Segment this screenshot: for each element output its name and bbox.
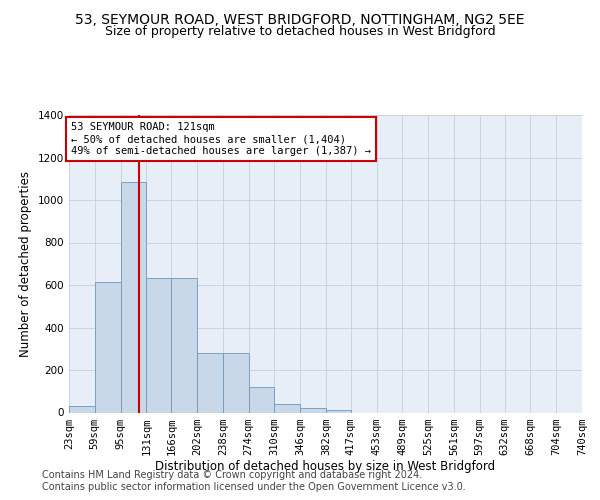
Bar (95, 282, 121, 412)
Bar (300, 408, 326, 412)
Bar (326, 410, 351, 412)
Bar (248, 387, 274, 412)
Bar (69, 406, 95, 412)
Text: Contains HM Land Registry data © Crown copyright and database right 2024.: Contains HM Land Registry data © Crown c… (42, 470, 422, 480)
Bar (223, 354, 248, 412)
Bar (172, 278, 197, 412)
Bar (274, 404, 300, 412)
Text: Contains public sector information licensed under the Open Government Licence v3: Contains public sector information licen… (42, 482, 466, 492)
X-axis label: Distribution of detached houses by size in West Bridgford: Distribution of detached houses by size … (155, 460, 496, 473)
Y-axis label: Number of detached properties: Number of detached properties (19, 171, 32, 357)
Bar (146, 278, 172, 412)
Text: 53 SEYMOUR ROAD: 121sqm
← 50% of detached houses are smaller (1,404)
49% of semi: 53 SEYMOUR ROAD: 121sqm ← 50% of detache… (71, 122, 371, 156)
Text: Size of property relative to detached houses in West Bridgford: Size of property relative to detached ho… (104, 25, 496, 38)
Bar (197, 354, 223, 412)
Bar (121, 182, 146, 412)
Text: 53, SEYMOUR ROAD, WEST BRIDGFORD, NOTTINGHAM, NG2 5EE: 53, SEYMOUR ROAD, WEST BRIDGFORD, NOTTIN… (75, 12, 525, 26)
